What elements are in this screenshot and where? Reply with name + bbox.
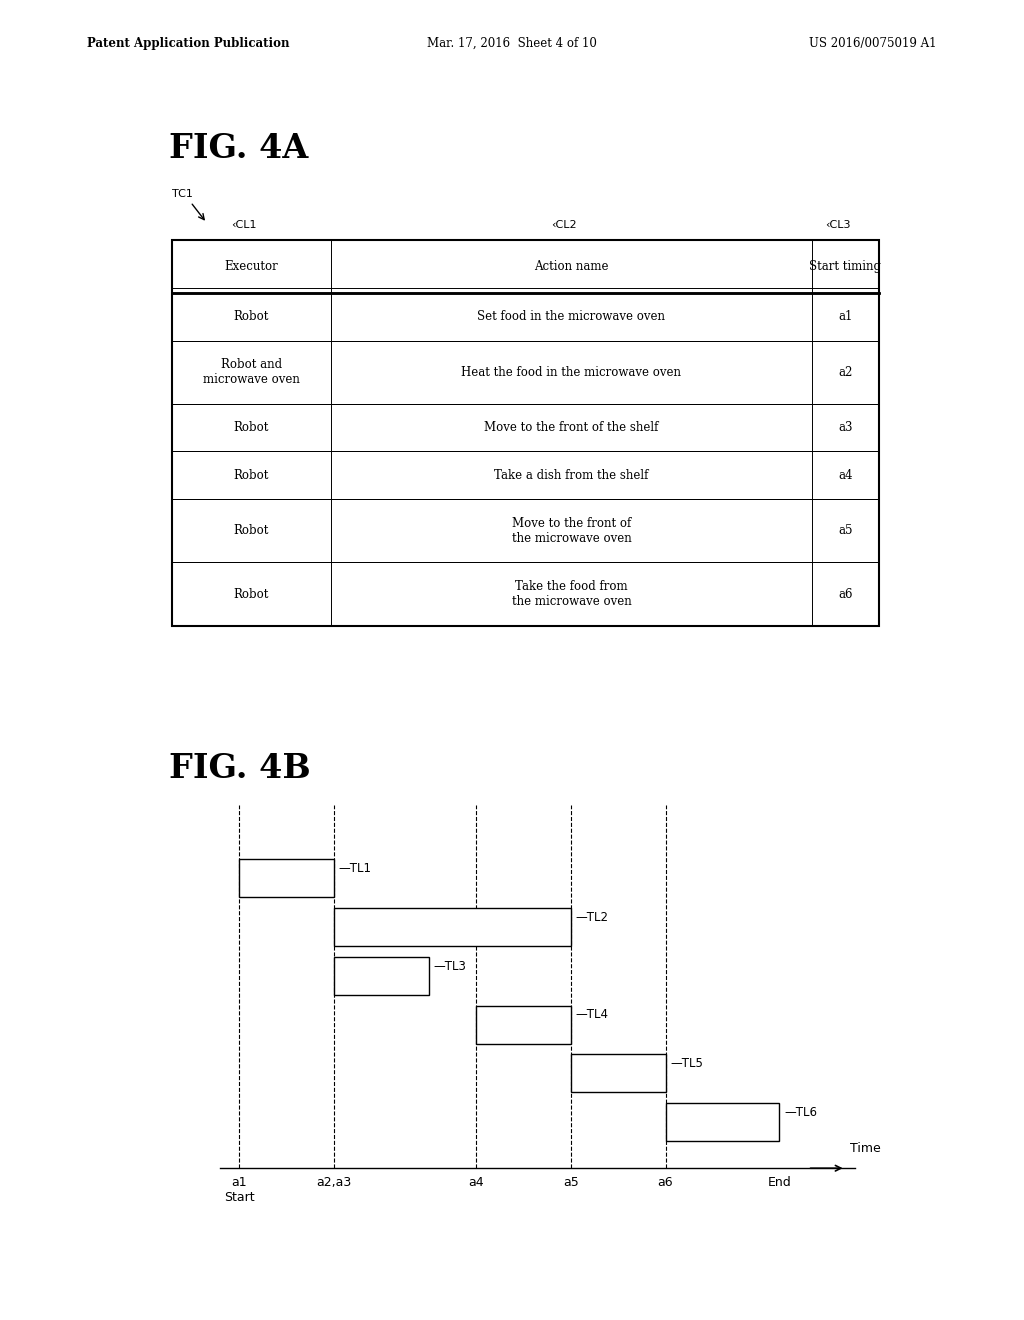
Text: TC1: TC1 [172,189,193,199]
Bar [570,1055,666,1093]
Text: a2: a2 [838,366,853,379]
Text: Patent Application Publication: Patent Application Publication [87,37,290,50]
Text: Start timing: Start timing [809,260,882,273]
Text: US 2016/0075019 A1: US 2016/0075019 A1 [809,37,937,50]
Text: Move to the front of the shelf: Move to the front of the shelf [484,421,658,434]
Text: —TL5: —TL5 [671,1057,703,1071]
Text: a1: a1 [838,310,853,323]
Text: a1: a1 [231,1176,247,1189]
Text: a4: a4 [468,1176,483,1189]
Text: Take a dish from the shelf: Take a dish from the shelf [495,469,648,482]
Text: Mar. 17, 2016  Sheet 4 of 10: Mar. 17, 2016 Sheet 4 of 10 [427,37,597,50]
Text: a5: a5 [838,524,853,537]
Text: a6: a6 [838,587,853,601]
Text: Robot: Robot [233,587,269,601]
Text: a3: a3 [838,421,853,434]
Bar [334,908,570,946]
Text: ‹CL2: ‹CL2 [551,219,577,230]
Text: End: End [767,1176,792,1189]
Text: Move to the front of
the microwave oven: Move to the front of the microwave oven [512,516,631,545]
Text: Executor: Executor [224,260,279,273]
Text: Set food in the microwave oven: Set food in the microwave oven [477,310,666,323]
Text: Robot and
microwave oven: Robot and microwave oven [203,358,300,387]
Text: a4: a4 [838,469,853,482]
Text: Robot: Robot [233,310,269,323]
Text: —TL2: —TL2 [575,911,608,924]
Text: —TL1: —TL1 [339,862,372,875]
Bar [334,957,429,995]
Text: a2,a3: a2,a3 [316,1176,351,1189]
Text: ‹CL3: ‹CL3 [824,219,850,230]
Text: FIG. 4B: FIG. 4B [169,752,310,785]
Text: Action name: Action name [535,260,608,273]
Text: —TL4: —TL4 [575,1008,608,1022]
Bar [476,1006,570,1044]
Text: a6: a6 [657,1176,674,1189]
Bar [666,1104,779,1140]
Text: —TL6: —TL6 [784,1106,817,1119]
Text: Start: Start [224,1191,254,1204]
Text: Time: Time [850,1142,881,1155]
Text: Heat the food in the microwave oven: Heat the food in the microwave oven [462,366,681,379]
Text: Robot: Robot [233,524,269,537]
Text: a5: a5 [563,1176,579,1189]
Text: FIG. 4A: FIG. 4A [169,132,308,165]
Text: Take the food from
the microwave oven: Take the food from the microwave oven [512,579,631,609]
Bar [240,859,334,898]
Text: Robot: Robot [233,469,269,482]
Text: —TL3: —TL3 [433,960,466,973]
Text: ‹CL1: ‹CL1 [231,219,256,230]
Text: Robot: Robot [233,421,269,434]
